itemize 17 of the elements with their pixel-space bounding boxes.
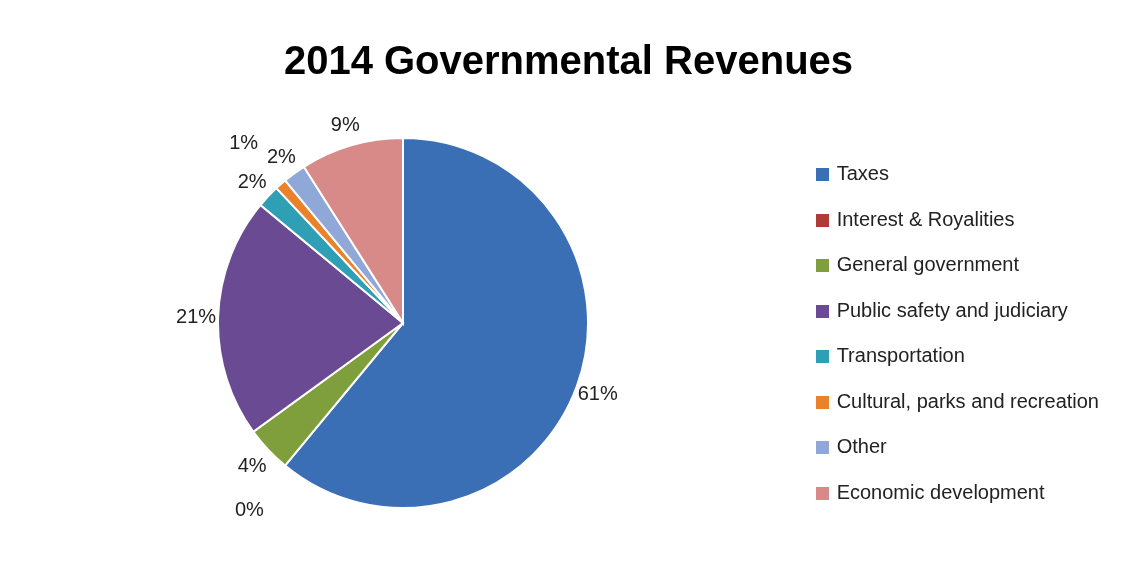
data-label: 2% xyxy=(266,144,296,167)
legend-label: Transportation xyxy=(836,344,965,366)
legend-label: Taxes xyxy=(836,162,889,184)
data-label: 2% xyxy=(237,170,267,193)
data-label: 1% xyxy=(229,131,259,154)
text: 0% xyxy=(234,497,264,520)
legend-label: General government xyxy=(836,253,1019,275)
data-label: 61% xyxy=(577,382,618,405)
data-label: 9% xyxy=(330,113,360,136)
legend-label: Economic development xyxy=(836,480,1045,503)
chart-title: 2014 Governmental Revenues xyxy=(282,37,855,84)
legend-label: Interest & Royalities xyxy=(836,207,1015,230)
legend-label: Cultural, parks and recreation xyxy=(836,389,1099,412)
data-label: 4% xyxy=(237,453,267,476)
data-label: 21% xyxy=(176,305,217,328)
legend-label: Public safety and judiciary xyxy=(836,298,1068,321)
legend-label: Other xyxy=(836,435,887,457)
